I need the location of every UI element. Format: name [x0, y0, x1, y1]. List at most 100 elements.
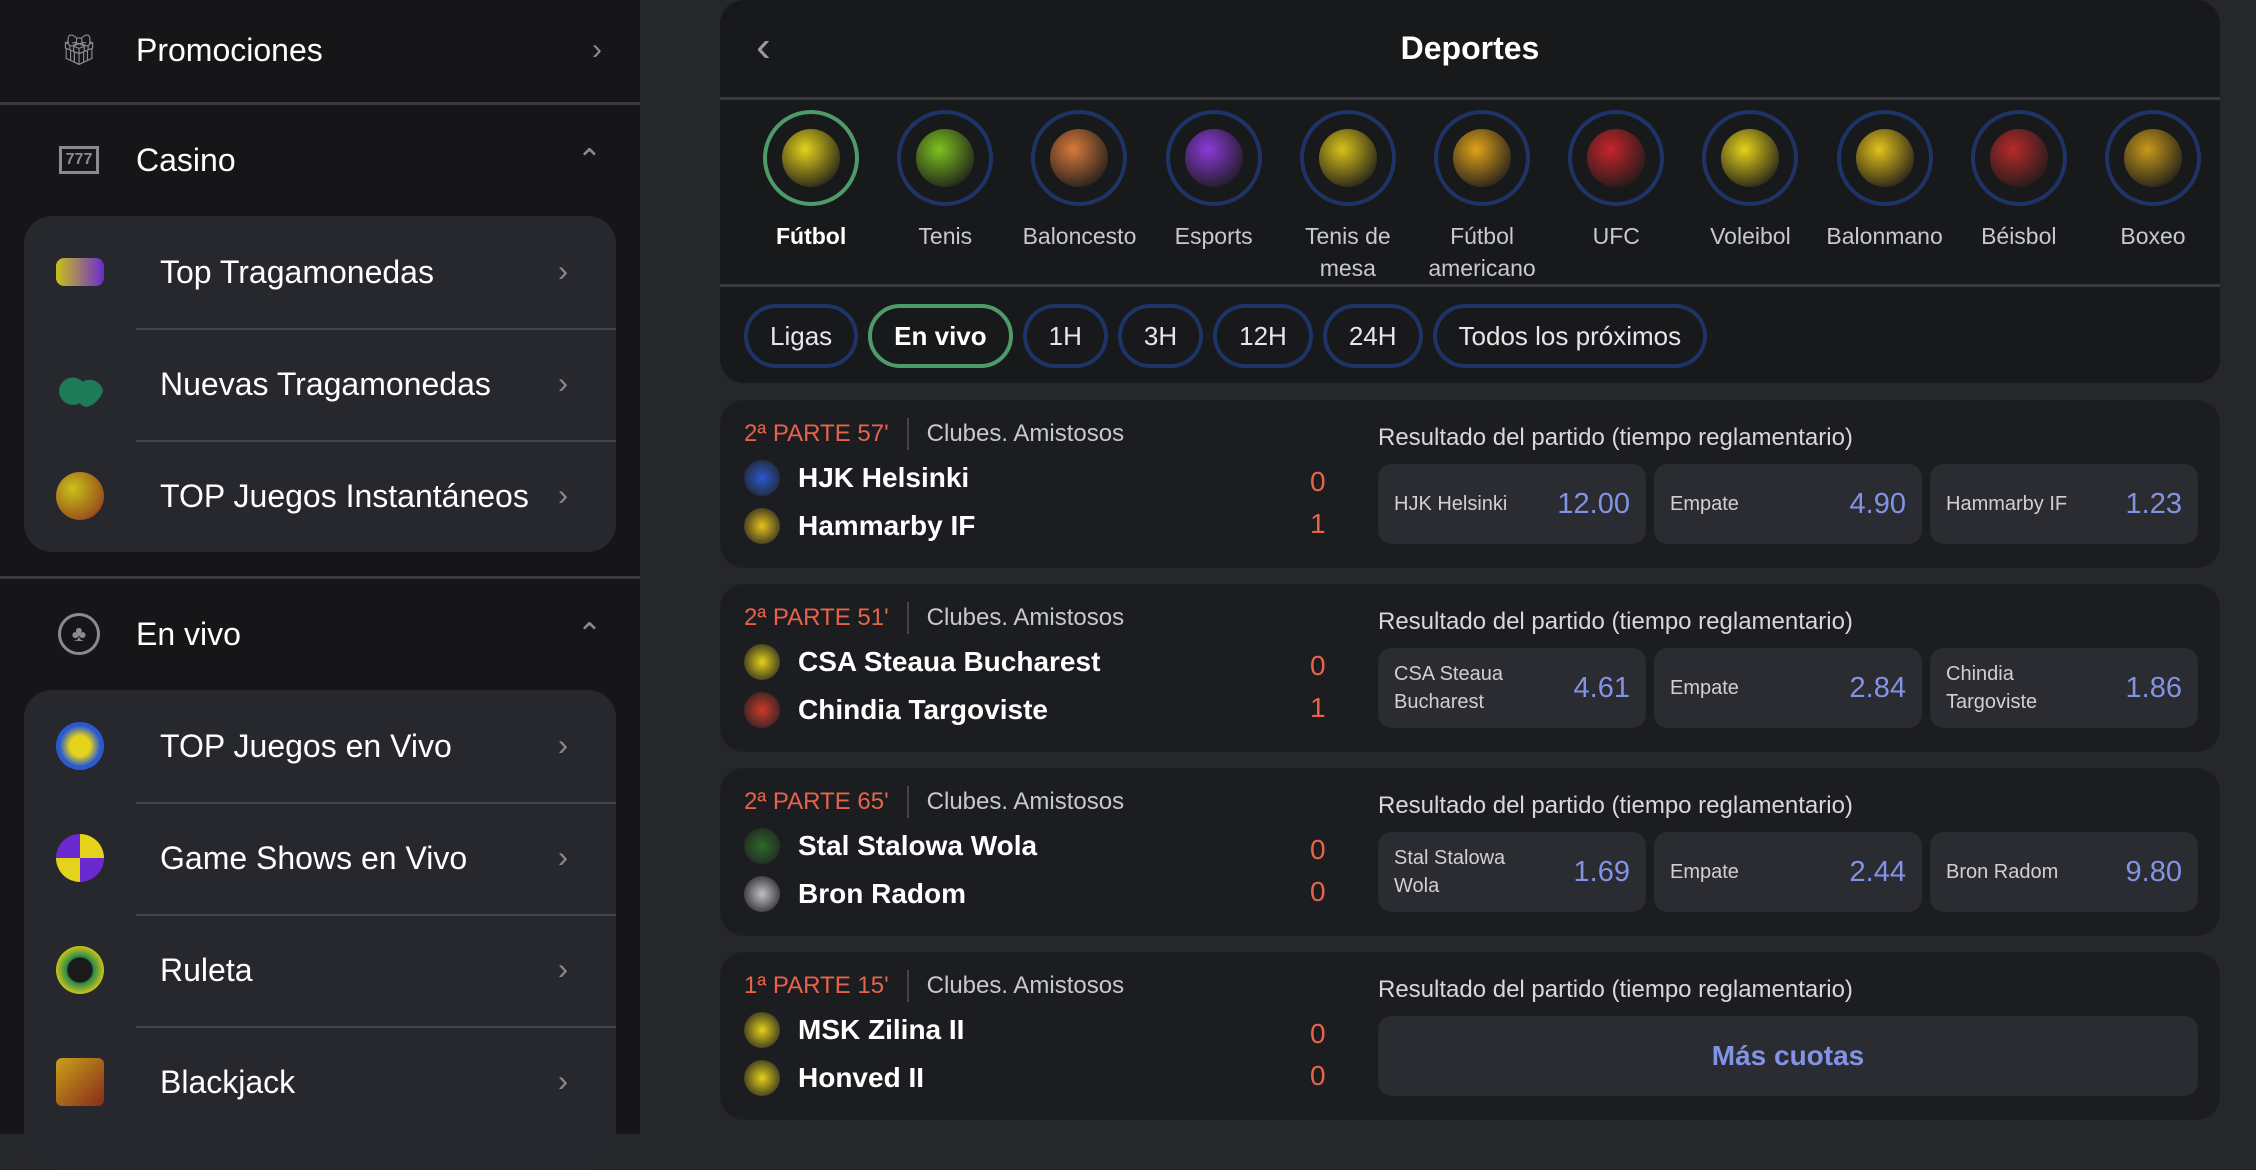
- team-logo-icon: [744, 828, 780, 864]
- sidebar-item-game-shows[interactable]: Game Shows en Vivo ›: [24, 802, 616, 914]
- odds-value: 1.69: [1573, 855, 1630, 888]
- sport-ball-icon: [916, 129, 975, 187]
- chevron-right-icon: ›: [558, 255, 568, 288]
- sport-icon-ring: [897, 110, 994, 206]
- sport-9[interactable]: Béisbol: [1952, 103, 2086, 284]
- sport-4[interactable]: Tenis de mesa: [1281, 103, 1415, 284]
- filter-chip[interactable]: Ligas: [744, 304, 859, 368]
- chevron-up-icon: ⌃: [576, 617, 602, 651]
- sport-icon-ring: [1434, 110, 1531, 206]
- filter-chip[interactable]: Todos los próximos: [1432, 304, 1708, 368]
- odds-button[interactable]: Hammarby IF 1.23: [1930, 464, 2198, 544]
- odds-value: 1.23: [2125, 487, 2182, 520]
- filter-chip[interactable]: 3H: [1117, 304, 1204, 368]
- sport-icon-ring: [1836, 110, 1933, 206]
- sport-1[interactable]: Tenis: [878, 103, 1012, 284]
- league-name[interactable]: Clubes. Amistosos: [926, 420, 1125, 447]
- sport-icon-ring: [763, 110, 860, 206]
- sidebar-item-promociones[interactable]: 🎁︎ Promociones ›: [0, 0, 640, 100]
- chevron-right-icon: ›: [558, 841, 568, 874]
- sidebar-item-nuevas-tragamonedas[interactable]: Nuevas Tragamonedas ›: [24, 328, 616, 440]
- sport-ball-icon: [1721, 129, 1780, 187]
- sport-7[interactable]: Voleibol: [1683, 103, 1817, 284]
- sidebar-item-top-juegos-instantaneos[interactable]: TOP Juegos Instantáneos ›: [24, 440, 616, 552]
- team-logo-icon: [744, 1012, 780, 1048]
- league-name[interactable]: Clubes. Amistosos: [926, 788, 1125, 815]
- team-logo-icon: [744, 692, 780, 728]
- home-score: 0: [1310, 834, 1326, 865]
- filter-chip[interactable]: 24H: [1322, 304, 1423, 368]
- sport-5[interactable]: Fútbol americano: [1415, 103, 1549, 284]
- sport-label: Voleibol: [1710, 223, 1791, 249]
- sport-2[interactable]: Baloncesto: [1012, 103, 1146, 284]
- home-team[interactable]: HJK Helsinki: [744, 460, 969, 496]
- sport-icon-ring: [1165, 110, 1262, 206]
- divider: [0, 102, 640, 105]
- sidebar: 🎁︎ Promociones › 777 Casino ⌃ Top Tragam…: [0, 0, 640, 1170]
- odds-button[interactable]: CSA Steaua Bucharest 4.61: [1378, 648, 1646, 728]
- sport-3[interactable]: Esports: [1147, 103, 1281, 284]
- odds-value: 4.61: [1573, 671, 1630, 704]
- odds-button[interactable]: Bron Radom 9.80: [1930, 832, 2198, 912]
- home-team[interactable]: Stal Stalowa Wola: [744, 828, 1037, 864]
- sport-0[interactable]: Fútbol: [744, 103, 878, 284]
- sidebar-section-casino[interactable]: 777 Casino ⌃: [0, 110, 640, 210]
- home-team[interactable]: CSA Steaua Bucharest: [744, 644, 1100, 680]
- market-title: Resultado del partido (tiempo reglamenta…: [1378, 424, 1853, 451]
- odds-button[interactable]: Empate 2.84: [1654, 648, 1922, 728]
- home-team[interactable]: MSK Zilina II: [744, 1012, 964, 1048]
- away-team[interactable]: Bron Radom: [744, 876, 966, 912]
- live-group: TOP Juegos en Vivo › Game Shows en Vivo › …: [24, 690, 616, 1170]
- chevron-right-icon: ›: [558, 479, 568, 512]
- cherry-icon: [56, 360, 104, 408]
- chevron-right-icon: ›: [592, 33, 602, 66]
- sport-10[interactable]: Boxeo: [2086, 103, 2220, 284]
- match-status: 2ª PARTE 65' Clubes. Amistosos: [744, 786, 1124, 818]
- filter-chip[interactable]: 1H: [1022, 304, 1108, 368]
- divider: [0, 576, 640, 579]
- page-title: Deportes: [1400, 30, 1540, 66]
- sport-ball-icon: [2123, 129, 2182, 187]
- sport-label: Esports: [1174, 223, 1253, 249]
- sidebar-item-top-juegos-en-vivo[interactable]: TOP Juegos en Vivo ›: [24, 690, 616, 802]
- match-time: 2ª PARTE 57': [744, 420, 889, 447]
- away-team[interactable]: Chindia Targoviste: [744, 692, 1048, 728]
- sport-icon-ring: [1970, 110, 2067, 206]
- sidebar-section-en-vivo[interactable]: ♣ En vivo ⌃: [0, 584, 640, 684]
- casino-chip-icon: ♣: [56, 613, 102, 655]
- team-logo-icon: [744, 460, 780, 496]
- cards-icon: [56, 1058, 104, 1106]
- odds-row: CSA Steaua Bucharest 4.61 Empate 2.84 Chindi…: [1378, 648, 2198, 728]
- roulette-icon: [56, 946, 104, 994]
- sport-label: Boxeo: [2120, 223, 2186, 249]
- time-filter-chips: Ligas En vivo 1H 3H 12H 24H Todos los próximos: [744, 304, 1708, 368]
- sidebar-item-blackjack[interactable]: Blackjack ›: [24, 1026, 616, 1138]
- away-team[interactable]: Hammarby IF: [744, 508, 975, 544]
- more-odds-button[interactable]: Más cuotas: [1378, 1016, 2198, 1096]
- sport-6[interactable]: UFC: [1549, 103, 1683, 284]
- away-team[interactable]: Honved II: [744, 1060, 924, 1096]
- back-button[interactable]: ‹: [756, 22, 771, 71]
- filter-chip[interactable]: En vivo: [868, 304, 1013, 368]
- odds-button[interactable]: Stal Stalowa Wola 1.69: [1378, 832, 1646, 912]
- sidebar-item-top-tragamonedas[interactable]: Top Tragamonedas ›: [24, 216, 616, 328]
- divider: [906, 602, 909, 634]
- filter-chip[interactable]: 12H: [1213, 304, 1313, 368]
- sport-icon-ring: [1299, 110, 1396, 206]
- odds-button[interactable]: HJK Helsinki 12.00: [1378, 464, 1646, 544]
- sport-8[interactable]: Balonmano: [1818, 103, 1952, 284]
- league-name[interactable]: Clubes. Amistosos: [926, 972, 1125, 999]
- market-title: Resultado del partido (tiempo reglamenta…: [1378, 608, 1853, 635]
- odds-label: Bron Radom: [1946, 861, 2059, 883]
- away-score: 0: [1310, 876, 1326, 907]
- market-title: Resultado del partido (tiempo reglamenta…: [1378, 792, 1853, 819]
- league-name[interactable]: Clubes. Amistosos: [926, 604, 1125, 631]
- odds-row: Stal Stalowa Wola 1.69 Empate 2.44 Bron Rado…: [1378, 832, 2198, 912]
- odds-button[interactable]: Chindia Targoviste 1.86: [1930, 648, 2198, 728]
- odds-label: Empate: [1670, 861, 1739, 883]
- odds-button[interactable]: Empate 2.44: [1654, 832, 1922, 912]
- odds-label: Chindia Targoviste: [1946, 663, 2038, 713]
- sidebar-item-ruleta[interactable]: Ruleta ›: [24, 914, 616, 1026]
- sport-ball-icon: [1184, 129, 1243, 187]
- odds-button[interactable]: Empate 4.90: [1654, 464, 1922, 544]
